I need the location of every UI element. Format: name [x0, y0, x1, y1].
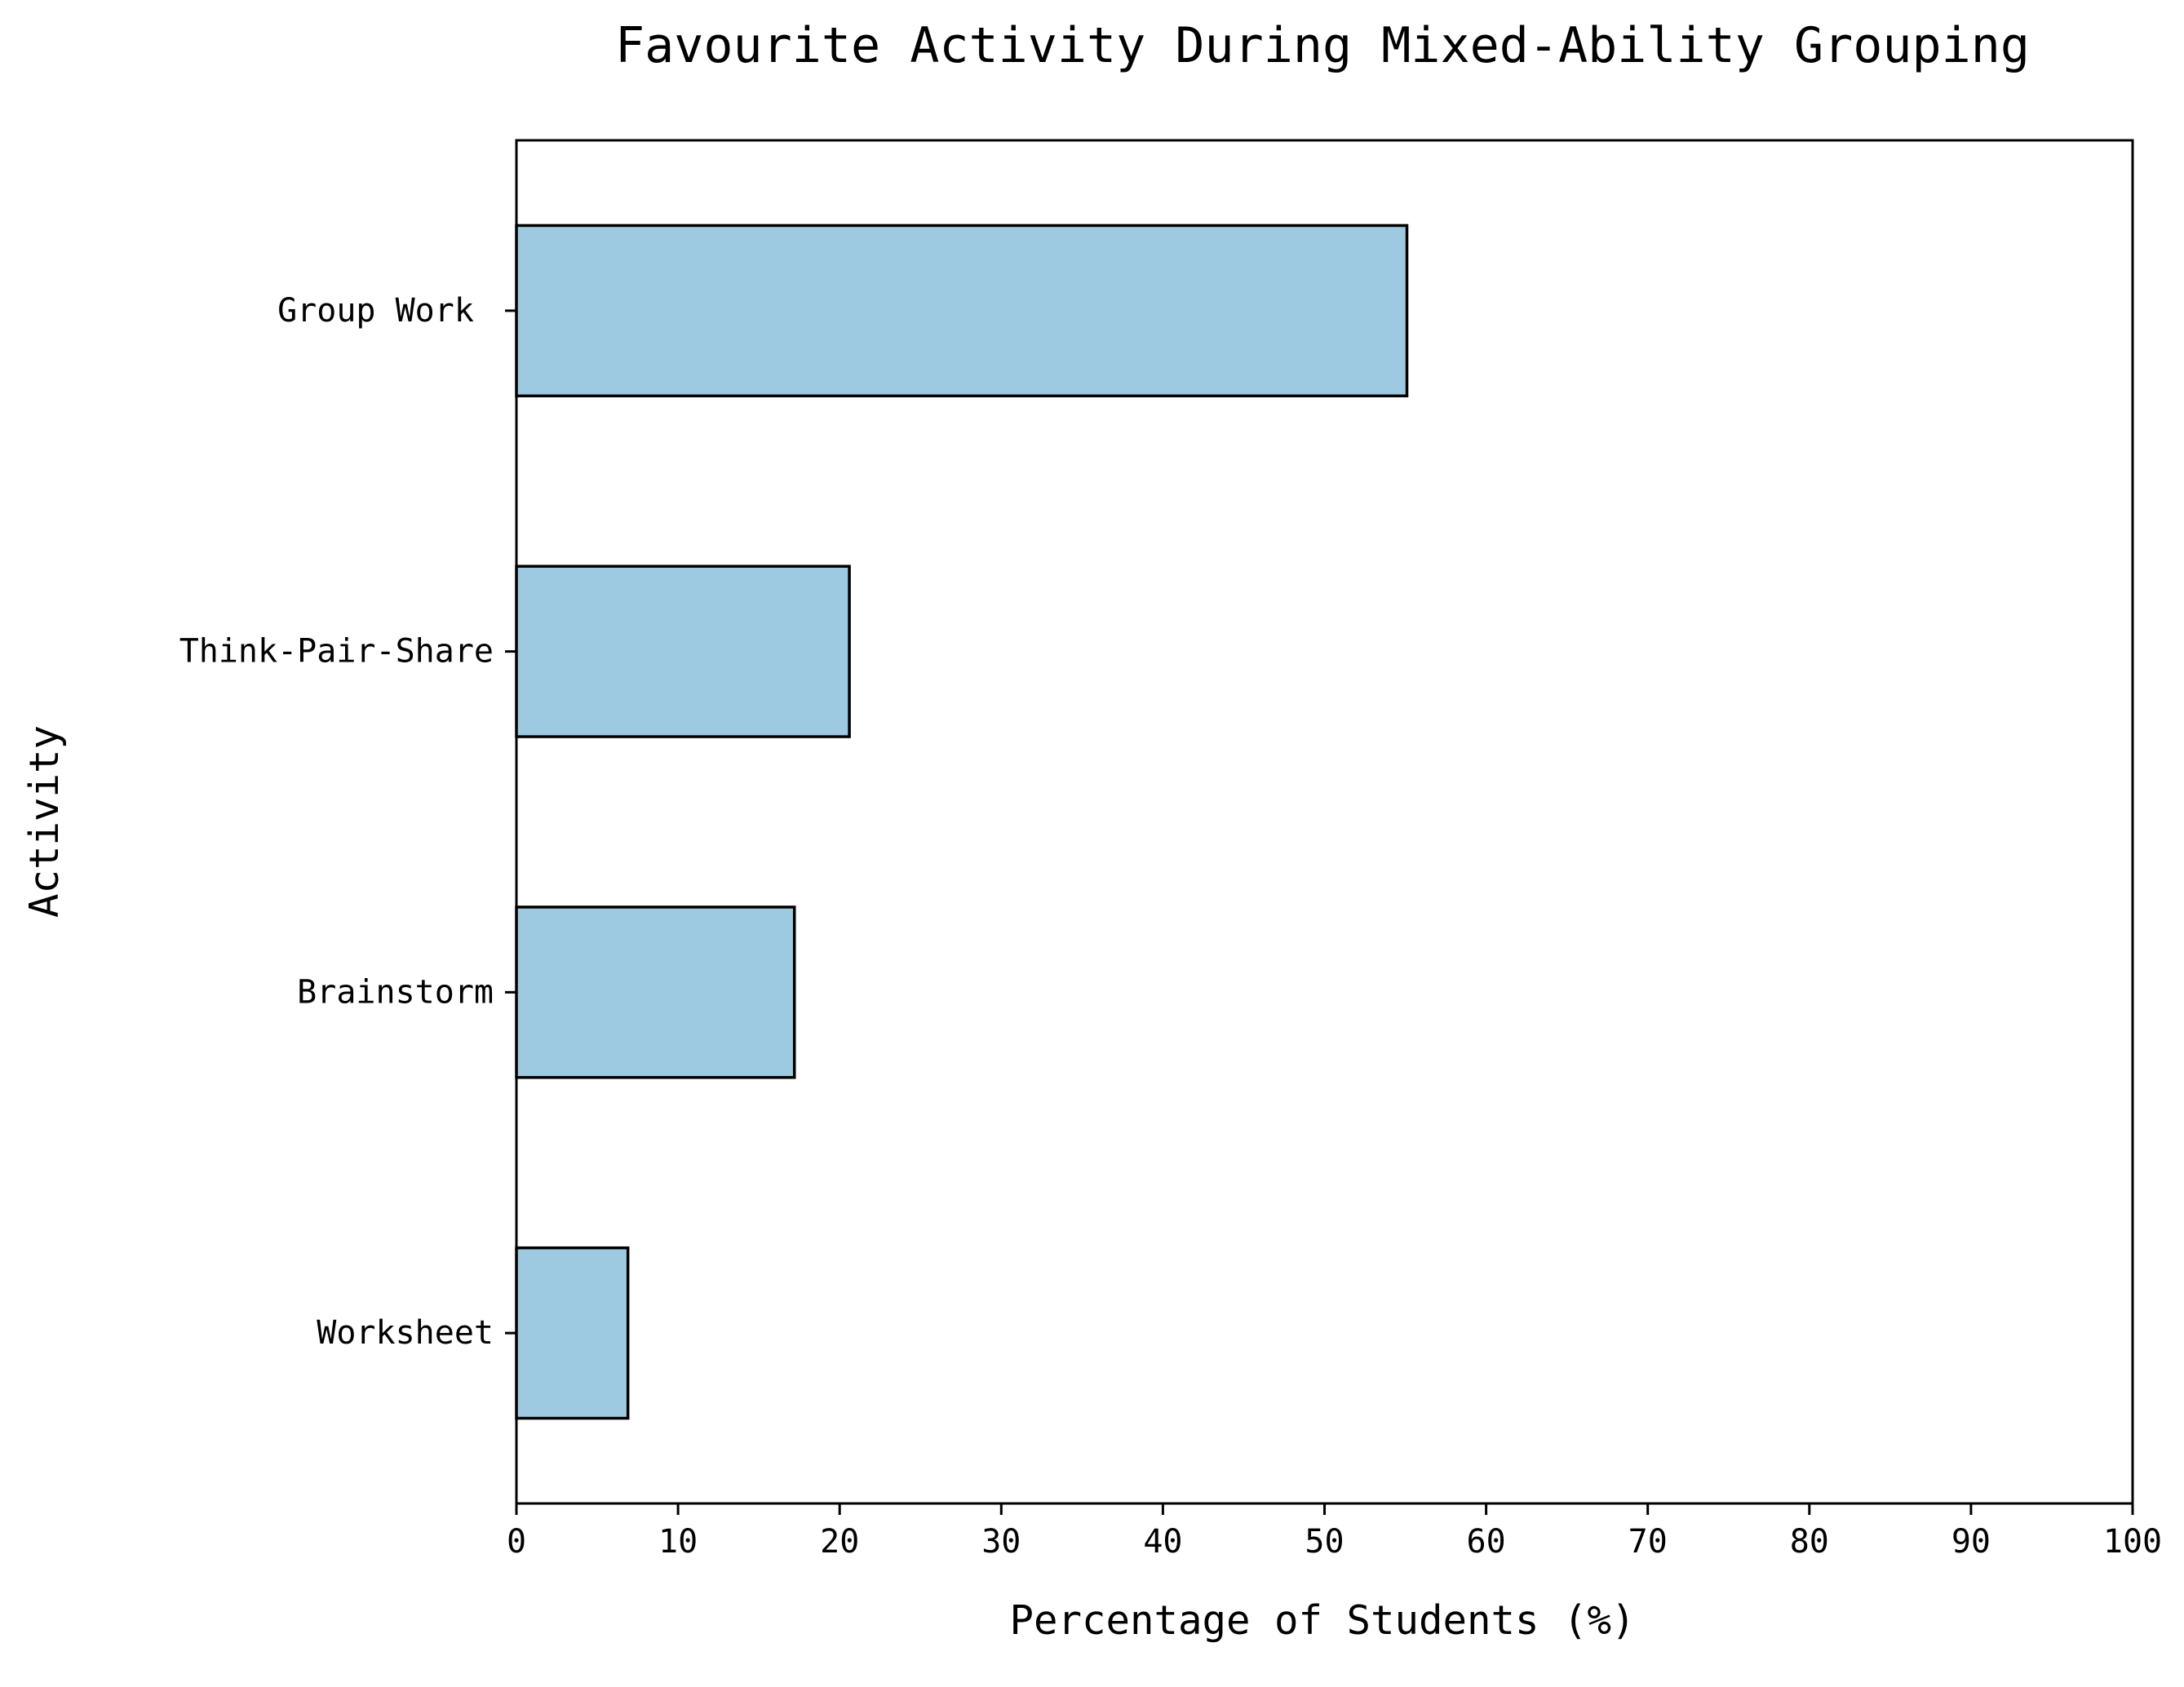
x-tick-label: 80 [1790, 1523, 1829, 1561]
x-axis-ticks: 0 10 20 30 40 50 60 70 80 90 100 [507, 1503, 2162, 1561]
y-axis-ticks: Group Work Think-Pair-Share Brainstorm Wor… [179, 292, 516, 1352]
x-tick-label: 90 [1951, 1523, 1991, 1561]
x-axis-label: Percentage of Students (%) [1009, 1597, 1635, 1644]
bar-2 [515, 905, 796, 1079]
bars [515, 224, 1409, 1420]
x-tick-label: 20 [820, 1523, 859, 1561]
y-tick-label: Think-Pair-Share [179, 633, 494, 671]
y-axis-label: Activity [21, 725, 68, 918]
chart-title: Favourite Activity During Mixed-Ability … [615, 17, 2030, 74]
bar-1 [515, 565, 851, 738]
y-tick-label: Group Work [277, 292, 494, 330]
x-tick-label: 100 [2103, 1523, 2162, 1561]
x-tick-label: 50 [1305, 1523, 1344, 1561]
x-tick-label: 10 [658, 1523, 698, 1561]
x-tick-label: 30 [981, 1523, 1021, 1561]
x-tick-label: 70 [1628, 1523, 1668, 1561]
bar-3 [515, 1246, 630, 1420]
x-tick-label: 60 [1467, 1523, 1506, 1561]
y-tick-label: Brainstorm [297, 973, 494, 1011]
plot-area-frame [515, 139, 2134, 1505]
bar-0 [515, 224, 1409, 398]
y-tick-label: Worksheet [317, 1314, 494, 1352]
x-tick-label: 0 [507, 1523, 526, 1561]
x-tick-label: 40 [1143, 1523, 1182, 1561]
